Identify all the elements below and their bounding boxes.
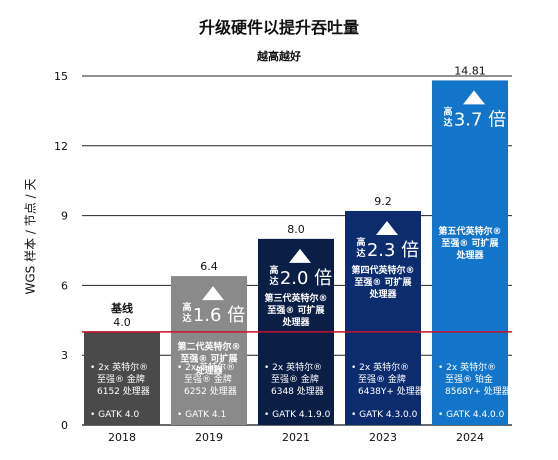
gatk-version: • GATK 4.4.0.0	[438, 410, 505, 420]
speedup-prefix: 达	[356, 247, 365, 259]
speedup-value: 1.6 倍	[193, 305, 245, 326]
new-cpu-label: 至强® 可扩展	[180, 352, 237, 364]
speedup-value: 3.7 倍	[454, 109, 506, 130]
speedup-prefix: 高	[356, 236, 365, 248]
speedup-value: 2.3 倍	[367, 240, 419, 261]
new-cpu-label: 处理器	[281, 316, 310, 328]
new-cpu-label: 至强® 可扩展	[354, 276, 411, 288]
cpu-spec: 至强® 金牌	[271, 373, 319, 385]
cpu-spec: 至强® 铂金	[445, 373, 493, 385]
cpu-spec: 至强® 金牌	[184, 373, 232, 385]
y-tick-label: 6	[61, 279, 68, 292]
new-cpu-label: 第四代英特尔®	[351, 264, 414, 276]
up-arrow-icon	[376, 220, 398, 235]
speedup-prefix: 达	[269, 275, 278, 287]
data-label: 6.4	[200, 260, 218, 273]
y-tick-label: 0	[61, 419, 68, 432]
gatk-version: • GATK 4.0	[90, 410, 139, 420]
bar	[84, 331, 160, 425]
new-cpu-label: 第五代英特尔®	[438, 225, 501, 237]
x-tick-label: 2024	[456, 431, 484, 444]
speedup-prefix: 达	[443, 116, 452, 128]
gatk-version: • GATK 4.1	[177, 410, 226, 420]
cpu-spec: • 2x 英特尔®	[351, 361, 409, 373]
up-arrow-icon	[202, 286, 224, 301]
chart-title: 升级硬件以提升吞吐量	[198, 18, 359, 37]
data-label: 9.2	[374, 195, 392, 208]
cpu-spec: 6252 处理器	[184, 385, 237, 397]
y-tick-label: 9	[61, 210, 68, 223]
up-arrow-icon	[463, 90, 485, 105]
speedup-prefix: 高	[182, 301, 191, 313]
gatk-version: • GATK 4.1.9.0	[264, 410, 331, 420]
cpu-spec: 至强® 金牌	[358, 373, 406, 385]
cpu-spec: • 2x 英特尔®	[90, 361, 148, 373]
data-label: 4.0	[113, 316, 131, 329]
cpu-spec: 6152 处理器	[97, 385, 150, 397]
cpu-spec: 6348 处理器	[271, 385, 324, 397]
new-cpu-label: 处理器	[455, 249, 484, 261]
cpu-spec: 至强® 金牌	[97, 373, 145, 385]
x-tick-label: 2018	[108, 431, 136, 444]
data-label: 14.81	[454, 64, 486, 77]
data-label: 8.0	[287, 223, 305, 236]
x-tick-label: 2019	[195, 431, 223, 444]
baseline-label: 基线	[110, 301, 133, 315]
y-tick-label: 15	[54, 70, 68, 83]
cpu-spec: 8568Y+ 处理器	[445, 385, 511, 397]
new-cpu-label: 第三代英特尔®	[264, 292, 327, 304]
cpu-spec: • 2x 英特尔®	[438, 361, 496, 373]
cpu-spec: • 2x 英特尔®	[177, 361, 235, 373]
gatk-version: • GATK 4.3.0.0	[351, 410, 418, 420]
new-cpu-label: 至强® 可扩展	[441, 237, 498, 249]
speedup-prefix: 高	[269, 264, 278, 276]
new-cpu-label: 第二代英特尔®	[177, 340, 240, 352]
new-cpu-label: 至强® 可扩展	[267, 304, 324, 316]
chart-subtitle: 越高越好	[257, 50, 301, 63]
x-tick-label: 2023	[369, 431, 397, 444]
new-cpu-label: 处理器	[368, 288, 397, 300]
bar	[171, 276, 247, 425]
cpu-spec: • 2x 英特尔®	[264, 361, 322, 373]
bar	[345, 210, 421, 425]
speedup-value: 2.0 倍	[280, 268, 332, 289]
y-tick-label: 3	[61, 349, 68, 362]
new-cpu-label: 处理器	[194, 364, 223, 376]
up-arrow-icon	[289, 248, 311, 263]
bar	[432, 80, 508, 426]
speedup-prefix: 达	[182, 312, 191, 324]
y-tick-label: 12	[54, 140, 68, 153]
x-tick-label: 2021	[282, 431, 310, 444]
cpu-spec: 6438Y+ 处理器	[358, 385, 424, 397]
speedup-prefix: 高	[443, 105, 452, 117]
